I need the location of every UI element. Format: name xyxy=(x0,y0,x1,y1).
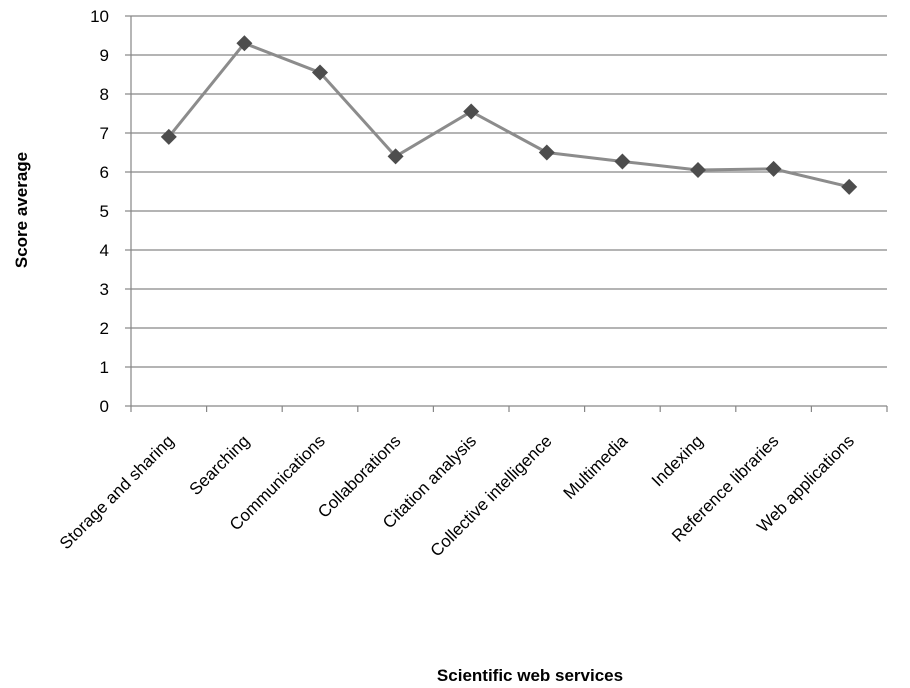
data-point xyxy=(690,162,706,179)
x-tick-label: Indexing xyxy=(648,431,707,490)
y-tick-label: 8 xyxy=(100,85,109,104)
data-point xyxy=(312,64,328,81)
y-tick-label: 1 xyxy=(100,358,109,377)
x-axis-title: Scientific web services xyxy=(437,666,623,685)
data-point xyxy=(538,144,555,161)
y-tick-label: 0 xyxy=(100,397,109,416)
data-point xyxy=(160,128,177,145)
y-tick-label: 9 xyxy=(100,46,109,65)
data-point xyxy=(614,153,631,170)
data-point xyxy=(463,103,480,120)
x-tick-label: Searching xyxy=(186,431,254,499)
y-tick-label: 6 xyxy=(100,163,109,182)
y-axis-title: Score average xyxy=(12,152,31,268)
y-tick-label: 5 xyxy=(100,202,109,221)
series-line xyxy=(167,41,850,189)
data-point xyxy=(841,178,858,195)
y-tick-label: 2 xyxy=(100,319,109,338)
series xyxy=(160,35,858,195)
y-tick-label: 3 xyxy=(100,280,109,299)
x-tick-labels: Storage and sharing SearchingCommunicatio… xyxy=(56,431,858,560)
data-point xyxy=(765,160,782,177)
x-tick-label: Multimedia xyxy=(560,431,632,503)
y-tick-label: 7 xyxy=(100,124,109,143)
y-tick-labels: 0 1 2 3 4 5 6 7 8 9 10 xyxy=(90,7,109,416)
axes xyxy=(125,15,888,412)
y-tick-label: 4 xyxy=(100,241,109,260)
x-tick-label: Storage and sharing xyxy=(56,431,178,553)
data-point xyxy=(387,148,404,165)
data-point xyxy=(236,35,253,52)
y-tick-label: 10 xyxy=(90,7,109,26)
gridlines xyxy=(131,15,887,368)
